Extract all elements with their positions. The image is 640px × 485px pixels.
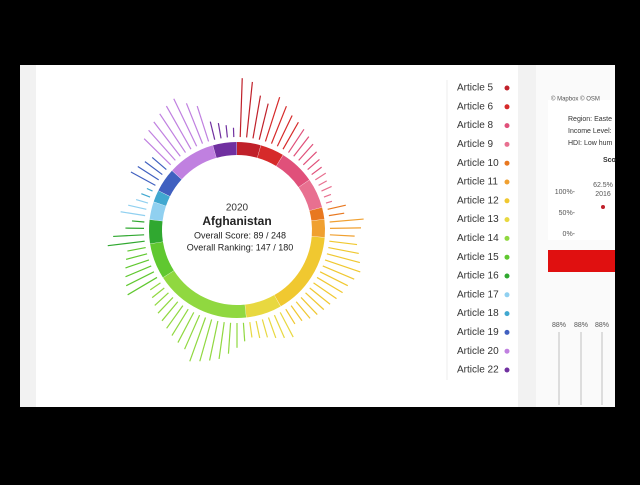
legend-label: Article 8 bbox=[457, 120, 494, 131]
ring-segment bbox=[156, 204, 160, 220]
hdi: HDI: Low hum bbox=[568, 140, 613, 147]
country: Afghanistan bbox=[202, 214, 271, 228]
legend-dot bbox=[505, 292, 510, 297]
ring-segment bbox=[237, 149, 259, 152]
axis-label: 100%- bbox=[555, 189, 576, 196]
legend-dot bbox=[505, 123, 510, 128]
score: Overall Score: 89 / 248 bbox=[194, 230, 286, 240]
legend-label: Article 18 bbox=[457, 308, 499, 319]
legend-dot bbox=[505, 349, 510, 354]
score-title: Sco bbox=[603, 157, 616, 164]
legend-label: Article 12 bbox=[457, 195, 499, 206]
point-label: 62.5% bbox=[593, 182, 613, 189]
legend-label: Article 5 bbox=[457, 83, 494, 94]
legend-dot bbox=[505, 311, 510, 316]
legend-label: Article 16 bbox=[457, 271, 499, 282]
legend-dot bbox=[505, 86, 510, 91]
year: 2020 bbox=[226, 203, 249, 214]
legend-dot bbox=[505, 142, 510, 147]
legend-dot bbox=[505, 198, 510, 203]
legend-label: Article 9 bbox=[457, 139, 494, 150]
legend-dot bbox=[505, 104, 510, 109]
ranking: Overall Ranking: 147 / 180 bbox=[187, 242, 294, 252]
legend-label: Article 10 bbox=[457, 158, 499, 169]
legend-dot bbox=[505, 236, 510, 241]
legend-dot bbox=[505, 217, 510, 222]
red-bar bbox=[548, 250, 615, 272]
legend-dot bbox=[505, 274, 510, 279]
ring-segment bbox=[318, 220, 319, 237]
legend-label: Article 6 bbox=[457, 101, 494, 112]
ring-segment bbox=[259, 152, 279, 161]
axis-label: 50%- bbox=[559, 210, 576, 217]
legend-dot bbox=[505, 255, 510, 260]
ring-segment bbox=[316, 209, 318, 220]
spoke bbox=[330, 228, 361, 229]
ring-segment bbox=[160, 194, 164, 204]
legend-dot bbox=[505, 161, 510, 166]
point bbox=[601, 205, 605, 209]
income: Income Level: bbox=[568, 128, 612, 135]
legend-label: Article 15 bbox=[457, 252, 499, 263]
legend-dot bbox=[505, 368, 510, 373]
pct: 88% bbox=[552, 322, 566, 329]
legend-label: Article 14 bbox=[457, 233, 499, 244]
point-year: 2016 bbox=[595, 191, 611, 198]
legend-dot bbox=[505, 180, 510, 185]
ring-segment bbox=[215, 149, 237, 152]
axis-label: 0%- bbox=[563, 231, 576, 238]
legend-label: Article 13 bbox=[457, 214, 499, 225]
legend-label: Article 19 bbox=[457, 327, 499, 338]
legend-label: Article 20 bbox=[457, 346, 499, 357]
map-credit: © Mapbox © OSM bbox=[551, 96, 600, 103]
legend-dot bbox=[505, 330, 510, 335]
pct: 88% bbox=[574, 322, 588, 329]
ring-segment bbox=[155, 220, 156, 242]
pct: 88% bbox=[595, 322, 609, 329]
legend-label: Article 17 bbox=[457, 289, 499, 300]
legend-label: Article 11 bbox=[457, 177, 498, 188]
region: Region: Easte bbox=[568, 116, 612, 123]
legend-label: Article 22 bbox=[457, 365, 499, 376]
